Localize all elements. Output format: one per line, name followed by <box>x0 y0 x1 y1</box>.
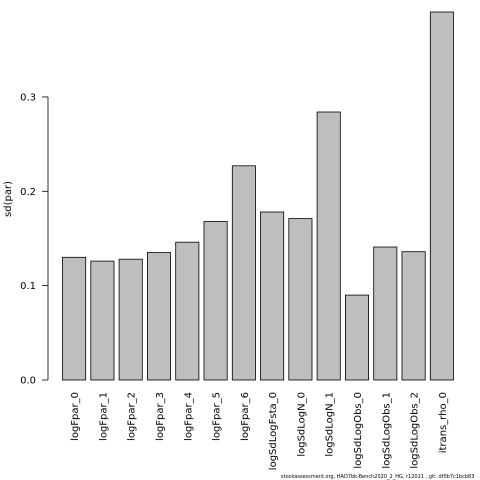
x-tick-label-logSdLogObs_1: logSdLogObs_1 <box>381 392 392 469</box>
bar-logFpar_0 <box>62 256 87 381</box>
x-tick-label-logSdLogN_0: logSdLogN_0 <box>296 392 307 457</box>
x-tick-label-logFpar_5: logFpar_5 <box>212 392 223 441</box>
bar-logFpar_3 <box>146 252 171 381</box>
bar-logSdLogFsta_0 <box>260 211 285 381</box>
x-tick-label-logSdLogN_1: logSdLogN_1 <box>325 392 336 457</box>
y-tick-label: 0.0 <box>20 376 36 387</box>
x-tick-label-itrans_rho_0: itrans_rho_0 <box>438 392 449 453</box>
x-tick-label-logSdLogFsta_0: logSdLogFsta_0 <box>268 392 279 470</box>
bar-logFpar_2 <box>118 258 143 381</box>
y-tick-label: 0.1 <box>20 281 36 292</box>
x-tick-label-logFpar_4: logFpar_4 <box>183 392 194 441</box>
x-tick-label-logFpar_3: logFpar_3 <box>155 392 166 441</box>
y-tick-label: 0.3 <box>20 92 36 103</box>
bar-logSdLogObs_0 <box>344 294 369 381</box>
bar-logFpar_5 <box>203 221 228 381</box>
bar-logFpar_1 <box>90 260 115 381</box>
x-tick-label-logSdLogObs_0: logSdLogObs_0 <box>353 392 364 469</box>
x-tick-label-logFpar_0: logFpar_0 <box>70 392 81 441</box>
bar-logSdLogN_0 <box>288 218 313 381</box>
bar-itrans_rho_0 <box>429 11 454 381</box>
bar-logFpar_6 <box>231 165 256 381</box>
footer-credit: stockassessment.org, HAD7bk-Bench2020_2_… <box>281 474 475 480</box>
x-tick-label-logFpar_6: logFpar_6 <box>240 392 251 441</box>
y-tick-label: 0.2 <box>20 187 36 198</box>
y-tick-labels: 0.0 0.1 0.2 0.3 <box>20 92 36 386</box>
bar-logSdLogN_1 <box>316 111 341 381</box>
x-tick-label-logFpar_2: logFpar_2 <box>127 392 138 441</box>
bar-logSdLogObs_2 <box>401 251 426 381</box>
x-tick-label-logFpar_1: logFpar_1 <box>98 392 109 441</box>
axes-group <box>42 96 49 381</box>
x-tick-label-logSdLogObs_2: logSdLogObs_2 <box>410 392 421 469</box>
bar-logFpar_4 <box>175 241 200 381</box>
bars-group <box>62 11 454 381</box>
bar-logSdLogObs_1 <box>373 246 398 381</box>
y-axis-label: sd(par) <box>3 181 14 217</box>
x-tick-labels: logFpar_0 logFpar_1 logFpar_2 logFpar_3 logF… <box>70 392 449 470</box>
